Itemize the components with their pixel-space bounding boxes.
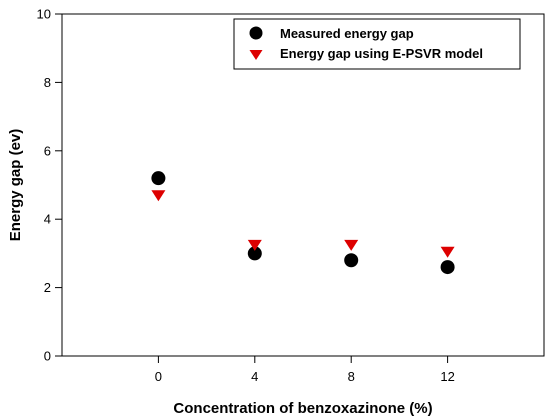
plot-frame <box>61 13 545 357</box>
plot-area-border <box>61 13 545 357</box>
legend-marker-model <box>249 50 263 60</box>
legend-box <box>233 18 521 70</box>
legend-label-model: Energy gap using E-PSVR model <box>280 46 483 61</box>
legend-label-measured: Measured energy gap <box>280 26 414 41</box>
model-point <box>344 239 359 251</box>
measured-point <box>247 246 262 261</box>
legend-marker-measured <box>249 26 263 40</box>
measured-point <box>440 260 455 275</box>
model-point <box>440 246 455 258</box>
measured-point <box>151 171 166 186</box>
model-point <box>151 190 166 202</box>
y-tick-label: 4 <box>44 212 51 227</box>
y-tick-label: 2 <box>44 280 51 295</box>
x-tick-label: 4 <box>251 369 258 384</box>
y-tick-label: 6 <box>44 143 51 158</box>
x-tick-label: 8 <box>348 369 355 384</box>
x-tick-label: 0 <box>155 369 162 384</box>
y-axis-title: Energy gap (ev) <box>7 129 24 242</box>
y-tick-label: 8 <box>44 75 51 90</box>
y-tick-label: 10 <box>37 7 51 22</box>
data-points <box>151 171 455 275</box>
x-tick-label: 12 <box>440 369 454 384</box>
y-tick-label: 0 <box>44 349 51 364</box>
x-axis-title: Concentration of benzoxazinone (%) <box>173 400 432 417</box>
model-point <box>247 239 262 251</box>
y-axis: 0 2 4 6 8 10 <box>37 7 62 364</box>
x-axis: 0 4 8 12 <box>155 356 455 384</box>
measured-point <box>344 253 359 268</box>
legend: Measured energy gap Energy gap using E-P… <box>233 18 521 70</box>
